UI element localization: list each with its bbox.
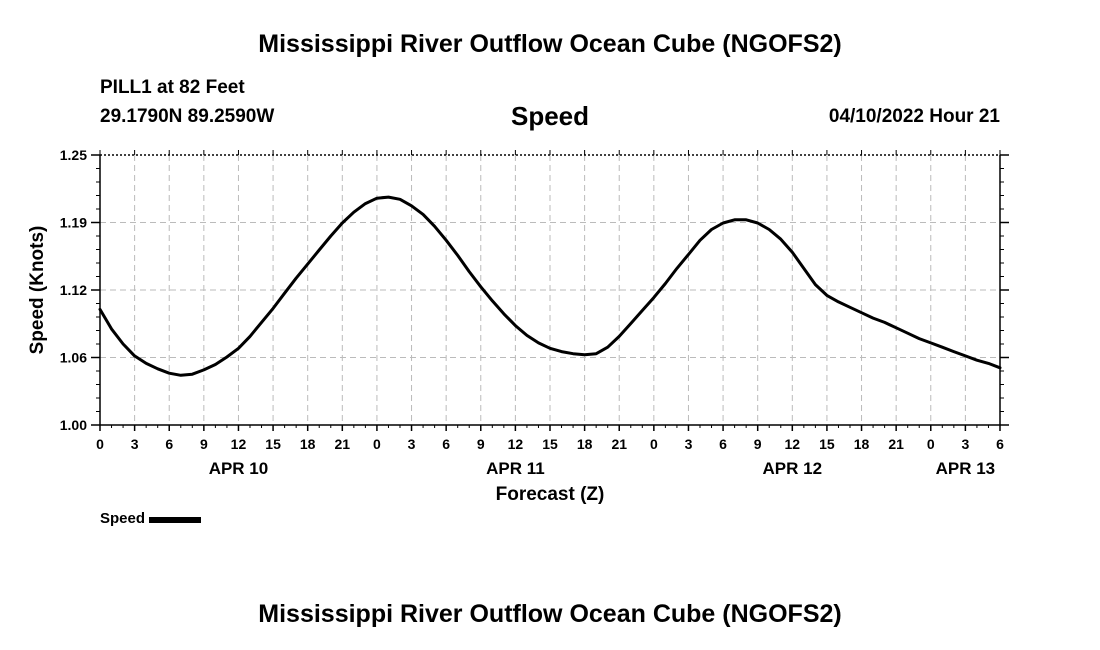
x-tick-label: 21	[335, 436, 351, 452]
x-tick-label: 15	[819, 436, 835, 452]
y-tick-label: 1.25	[60, 147, 87, 163]
coordinates-label: 29.1790N 89.2590W	[100, 106, 275, 127]
x-tick-label: 0	[927, 436, 935, 452]
x-tick-label: 15	[542, 436, 558, 452]
x-axis-title: Forecast (Z)	[496, 484, 605, 505]
legend-line-swatch	[149, 517, 202, 523]
chart-title: Speed	[510, 101, 590, 131]
x-tick-label: 6	[442, 436, 450, 452]
x-tick-label: 12	[508, 436, 524, 452]
x-tick-label: 6	[165, 436, 173, 452]
datetime-label: 04/10/2022 Hour 21	[828, 106, 1000, 127]
y-tick-label: 1.00	[60, 417, 87, 433]
y-axis-title: Speed (Knots)	[27, 226, 48, 355]
x-tick-label: 9	[477, 436, 485, 452]
main-title: Mississippi River Outflow Ocean Cube (NG…	[258, 30, 842, 58]
legend: Speed	[100, 510, 202, 527]
x-tick-label: 3	[685, 436, 693, 452]
x-tick-label: 0	[96, 436, 104, 452]
x-day-label: APR 12	[763, 459, 823, 478]
series-line-speed	[98, 195, 1002, 377]
x-tick-label: 6	[719, 436, 727, 452]
x-tick-label: 18	[577, 436, 593, 452]
y-tick-label: 1.12	[60, 282, 87, 298]
x-tick-label: 12	[231, 436, 247, 452]
legend-label: Speed	[100, 510, 146, 527]
x-tick-label: 3	[131, 436, 139, 452]
x-tick-label: 0	[650, 436, 658, 452]
x-day-label: APR 13	[936, 459, 996, 478]
x-tick-label: 6	[996, 436, 1004, 452]
x-tick-label: 0	[373, 436, 381, 452]
x-tick-label: 15	[265, 436, 281, 452]
y-tick-label: 1.19	[60, 215, 87, 231]
x-tick-label: 18	[854, 436, 870, 452]
x-day-label: APR 10	[209, 459, 269, 478]
x-tick-label: 3	[961, 436, 969, 452]
x-tick-label: 3	[408, 436, 416, 452]
station-label: PILL1 at 82 Feet	[100, 77, 245, 98]
x-day-label: APR 11	[486, 459, 545, 478]
x-tick-label: 9	[200, 436, 208, 452]
x-tick-label: 21	[888, 436, 904, 452]
x-tick-label: 12	[785, 436, 801, 452]
y-tick-label: 1.06	[60, 350, 87, 366]
x-tick-label: 18	[300, 436, 316, 452]
x-tick-label: 9	[754, 436, 762, 452]
x-tick-label: 21	[611, 436, 627, 452]
footer-title: Mississippi River Outflow Ocean Cube (NG…	[258, 600, 842, 628]
